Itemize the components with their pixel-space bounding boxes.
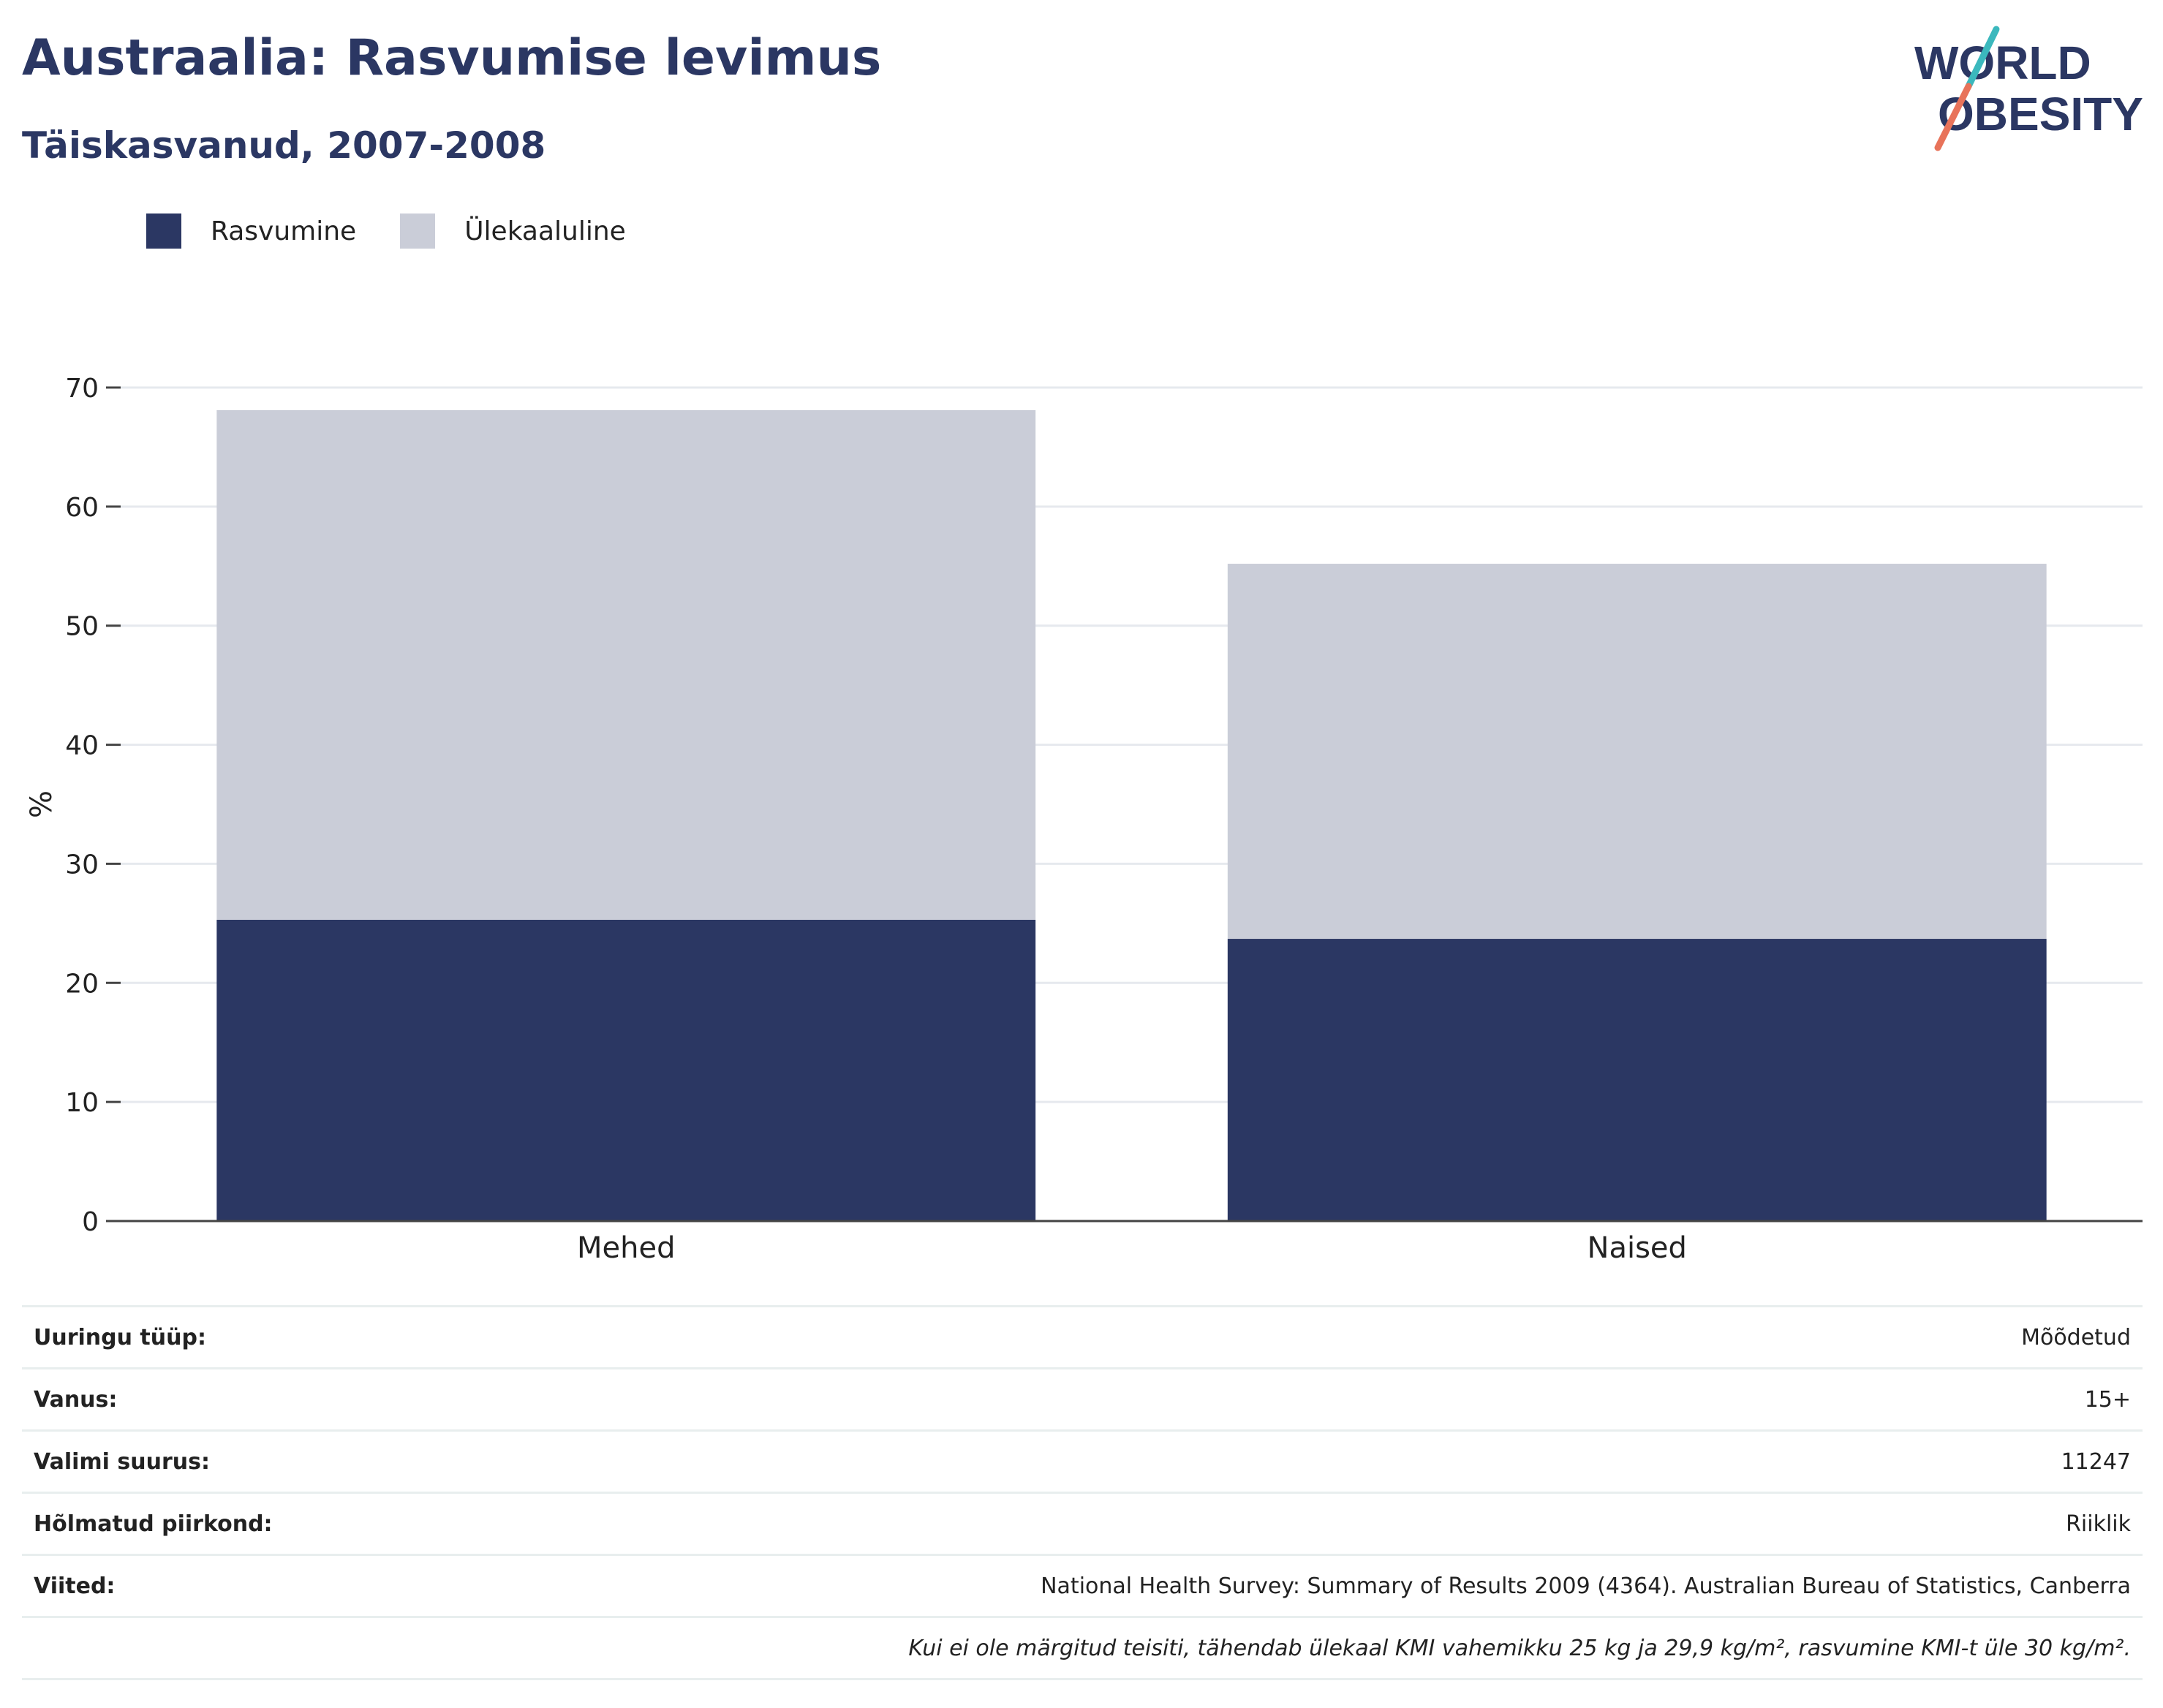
bar-overweight-naised bbox=[1227, 564, 2047, 940]
legend-label-obesity: Rasvumine bbox=[211, 216, 357, 246]
meta-row-area-covered: Hõlmatud piirkond: Riiklik bbox=[22, 1494, 2143, 1556]
svg-text:OBESITY: OBESITY bbox=[1938, 88, 2143, 140]
meta-key: Uuringu tüüp: bbox=[34, 1324, 206, 1350]
meta-value: National Health Survey: Summary of Resul… bbox=[1041, 1573, 2131, 1599]
bar-obesity-mehed bbox=[216, 919, 1036, 1221]
y-tick-label: 40 bbox=[65, 731, 99, 761]
world-obesity-logo: WORLD OBESITY bbox=[1914, 26, 2143, 151]
meta-row-references: Viited: National Health Survey: Summary … bbox=[22, 1556, 2143, 1618]
bmi-footnote: Kui ei ole märgitud teisiti, tähendab ül… bbox=[22, 1618, 2143, 1680]
meta-row-survey-type: Uuringu tüüp: Mõõdetud bbox=[22, 1305, 2143, 1369]
y-tick-label: 30 bbox=[65, 850, 99, 880]
y-tick-label: 20 bbox=[65, 969, 99, 999]
y-tick-label: 0 bbox=[82, 1207, 99, 1237]
meta-key: Hõlmatud piirkond: bbox=[34, 1511, 273, 1537]
legend-item-overweight: Ülekaaluline bbox=[400, 214, 626, 249]
bar-chart: 0 10 20 30 40 50 60 70% Mehed Naised bbox=[25, 374, 2143, 1265]
meta-row-sample-size: Valimi suurus: 11247 bbox=[22, 1432, 2143, 1494]
meta-key: Viited: bbox=[34, 1573, 116, 1599]
y-tick-label: 70 bbox=[65, 374, 99, 404]
bar-overweight-mehed bbox=[216, 409, 1036, 920]
y-axis-label: % bbox=[25, 790, 58, 818]
legend-item-obesity: Rasvumine bbox=[146, 214, 356, 249]
legend: Rasvumine Ülekaaluline bbox=[146, 214, 670, 249]
footnote-text: Kui ei ole märgitud teisiti, tähendab ül… bbox=[908, 1635, 2131, 1661]
chart-subtitle: Täiskasvanud, 2007-2008 bbox=[22, 124, 546, 167]
legend-swatch-obesity bbox=[146, 214, 181, 249]
y-tick-label: 50 bbox=[65, 612, 99, 642]
legend-label-overweight: Ülekaaluline bbox=[464, 216, 626, 246]
meta-value: Riiklik bbox=[2066, 1511, 2131, 1537]
meta-value: 11247 bbox=[2061, 1448, 2131, 1475]
y-tick-label: 60 bbox=[65, 493, 99, 523]
svg-text:WORLD: WORLD bbox=[1914, 37, 2091, 89]
meta-key: Valimi suurus: bbox=[34, 1448, 210, 1475]
meta-row-age: Vanus: 15+ bbox=[22, 1369, 2143, 1432]
meta-value: Mõõdetud bbox=[2021, 1324, 2131, 1350]
x-tick-label: Naised bbox=[1588, 1231, 1687, 1265]
chart-title: Austraalia: Rasvumise levimus bbox=[22, 29, 882, 87]
x-tick-label: Mehed bbox=[577, 1231, 675, 1265]
legend-swatch-overweight bbox=[400, 214, 436, 249]
meta-key: Vanus: bbox=[34, 1386, 118, 1413]
bar-obesity-naised bbox=[1227, 939, 2047, 1221]
survey-info-table: Uuringu tüüp: Mõõdetud Vanus: 15+ Valimi… bbox=[22, 1305, 2143, 1680]
meta-value: 15+ bbox=[2084, 1386, 2131, 1413]
y-tick-label: 10 bbox=[65, 1088, 99, 1118]
